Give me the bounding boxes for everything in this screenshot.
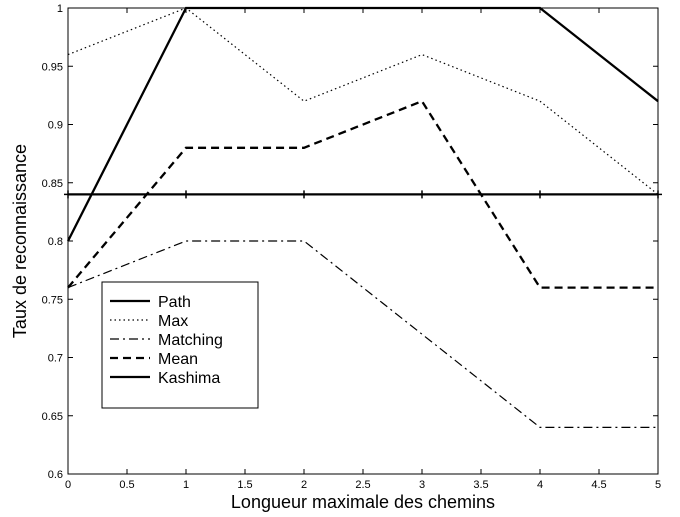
- legend-box: [101, 281, 259, 409]
- legend-label: Kashima: [158, 370, 220, 387]
- legend-item-kashima: Kashima: [110, 370, 220, 387]
- data-point-kashima: [182, 190, 190, 199]
- y-axis-label: Taux de reconnaissance: [10, 144, 30, 338]
- data-point-kashima: [300, 190, 308, 199]
- legend-label: Mean: [158, 351, 198, 368]
- y-tick-label: 0.6: [48, 469, 63, 481]
- y-tick-label: 0.7: [48, 353, 63, 365]
- x-tick-label: 3: [419, 479, 425, 491]
- series-line-mean: [67, 99, 658, 289]
- series-line-matching: [67, 240, 658, 428]
- legend-label: Max: [158, 313, 188, 330]
- x-tick-label: 2.5: [355, 479, 370, 491]
- y-tick-label: 0.85: [42, 178, 63, 190]
- series-line-max: [67, 7, 659, 195]
- x-tick-label: 2: [301, 479, 307, 491]
- legend: Path Max Matching Mean Kashima: [101, 281, 259, 409]
- x-tick-label: 0.5: [119, 479, 134, 491]
- y-tick-label: 0.9: [48, 120, 63, 132]
- axis-tick-labels: 0 0.5 1 1.5 2 2.5 3 3.5 4 4.5 5 0.6 0.65 0.7 0.75 0.8 0.…: [42, 3, 661, 491]
- legend-label: Path: [158, 294, 191, 311]
- legend-item-path: Path: [110, 294, 191, 311]
- y-tick-label: 0.75: [42, 294, 63, 306]
- y-tick-label: 0.8: [48, 236, 63, 248]
- x-tick-label: 1.5: [237, 479, 252, 491]
- data-point-kashima: [418, 190, 426, 199]
- x-tick-label: 4: [537, 479, 543, 491]
- legend-item-matching: Matching: [110, 332, 223, 349]
- x-tick-label: 0: [65, 479, 71, 491]
- y-tick-label: 0.65: [42, 411, 63, 423]
- y-tick-label: 0.95: [42, 61, 63, 73]
- x-axis-label: Longueur maximale des chemins: [231, 492, 495, 512]
- x-tick-label: 1: [183, 479, 189, 491]
- x-tick-label: 5: [655, 479, 661, 491]
- x-tick-label: 3.5: [473, 479, 488, 491]
- data-point-kashima: [536, 190, 544, 199]
- x-tick-label: 4.5: [591, 479, 606, 491]
- y-tick-label: 1: [57, 3, 63, 15]
- legend-item-mean: Mean: [110, 351, 198, 368]
- axis-ticks: [67, 7, 659, 475]
- legend-item-max: Max: [110, 313, 188, 330]
- legend-label: Matching: [158, 332, 223, 349]
